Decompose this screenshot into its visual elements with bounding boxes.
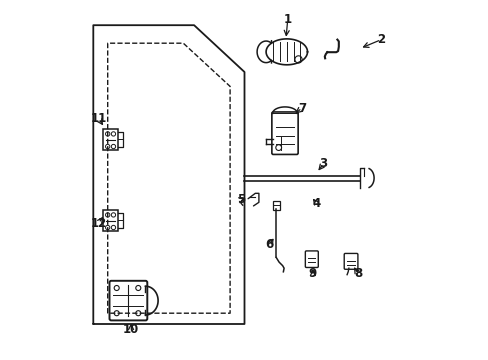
- FancyBboxPatch shape: [305, 251, 318, 267]
- Text: 6: 6: [265, 238, 273, 251]
- Text: 2: 2: [376, 33, 385, 46]
- Bar: [103, 129, 118, 150]
- FancyBboxPatch shape: [344, 253, 357, 269]
- Text: 10: 10: [122, 323, 139, 336]
- Text: 7: 7: [297, 102, 305, 114]
- Text: 12: 12: [90, 217, 106, 230]
- Bar: [272, 201, 280, 210]
- Text: 3: 3: [319, 157, 327, 170]
- Text: 4: 4: [312, 197, 320, 210]
- FancyBboxPatch shape: [271, 112, 298, 154]
- Text: 1: 1: [283, 13, 291, 26]
- Text: 11: 11: [90, 112, 106, 125]
- Text: 8: 8: [353, 267, 361, 280]
- Bar: [103, 210, 118, 231]
- Text: 5: 5: [236, 193, 244, 206]
- Text: 9: 9: [308, 267, 316, 280]
- FancyBboxPatch shape: [109, 281, 147, 320]
